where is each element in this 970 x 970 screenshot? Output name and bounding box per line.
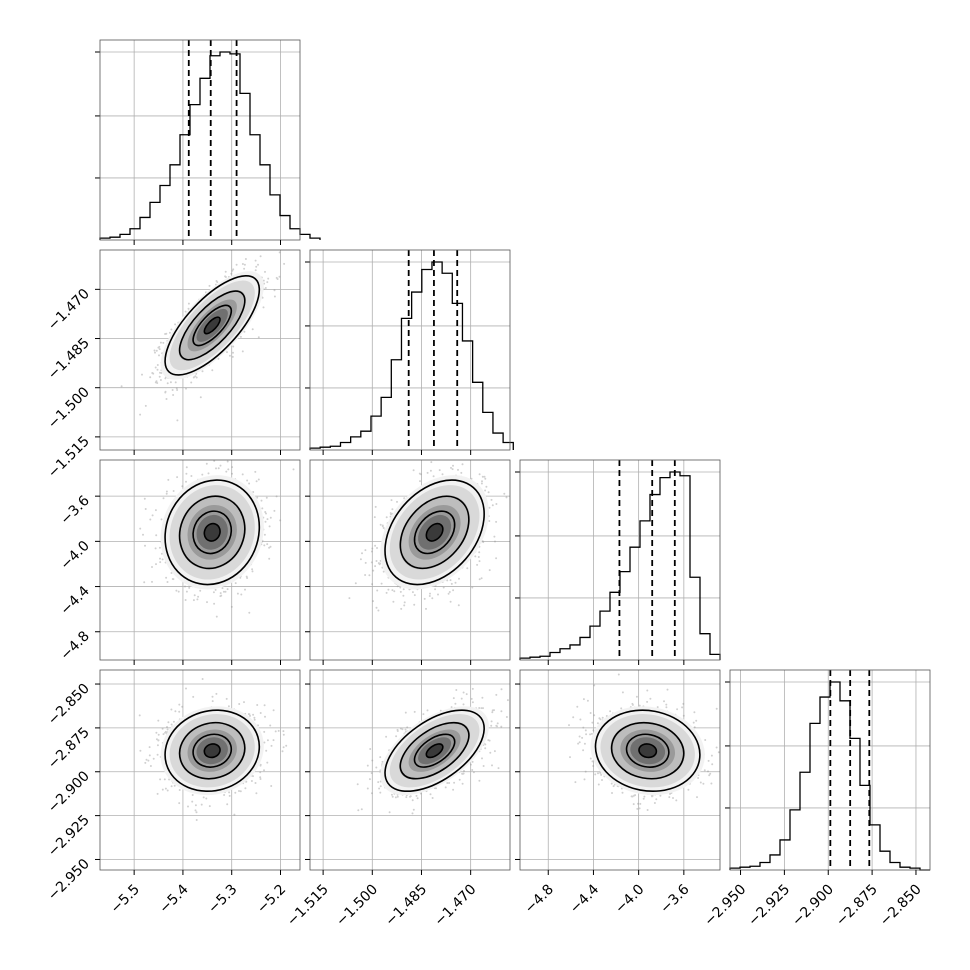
y-tick-label: −1.485 — [45, 335, 93, 383]
panel-frame — [519, 669, 721, 871]
contour-line — [164, 275, 261, 376]
y-tick-label: −2.900 — [45, 768, 93, 816]
scatter-content — [100, 250, 300, 450]
density-shade — [426, 523, 443, 542]
histogram-step — [309, 261, 514, 450]
density-shade — [204, 317, 221, 334]
y-tick-label: −2.925 — [45, 812, 93, 860]
x-tick-label: −1.470 — [432, 882, 480, 930]
scatter-panel-3-4 — [515, 669, 721, 871]
panel-frame — [309, 459, 511, 661]
contour-line — [425, 522, 444, 542]
x-tick-label: −5.5 — [108, 882, 143, 917]
x-tick-label: −1.515 — [284, 882, 332, 930]
contour-line — [384, 479, 485, 586]
contour-line — [610, 721, 685, 780]
scatter-panel-1-2: −1.515−1.500−1.485−1.470 — [45, 249, 301, 481]
contour-line — [192, 733, 233, 768]
panel-frame — [99, 669, 301, 871]
x-tick-label: −4.4 — [567, 881, 602, 916]
scatter-panel-1-3: −4.8 −4.4 −4.0 −3.6 — [57, 459, 301, 664]
scatter-content — [100, 460, 300, 660]
contour-line — [178, 495, 246, 570]
panel-frame — [99, 249, 301, 451]
contour-line — [178, 290, 246, 361]
y-tick-label: −4.8 — [57, 628, 92, 663]
contour-line — [192, 304, 233, 347]
x-tick-label: −4.0 — [612, 882, 647, 917]
hist-panel-bg — [100, 40, 300, 240]
y-tick-label: −1.515 — [45, 433, 93, 481]
contour-line — [164, 709, 261, 793]
y-tick-label: −2.875 — [45, 724, 93, 772]
scatter-panel-2-4 — [305, 669, 511, 871]
x-tick-label: −2.900 — [789, 882, 837, 930]
x-tick-label: −2.925 — [745, 882, 793, 930]
x-tick-label: −5.3 — [205, 882, 240, 917]
scatter-content — [310, 670, 510, 870]
scatter-content — [310, 460, 510, 660]
scatter-content — [520, 670, 720, 870]
histogram-step — [729, 681, 930, 871]
y-tick-label: −4.4 — [57, 583, 92, 618]
hist-panel-2 — [305, 249, 514, 451]
density-shade — [638, 743, 657, 758]
panel-frame — [99, 459, 301, 661]
contour-line — [399, 721, 470, 780]
contour-line — [413, 733, 456, 768]
contour-line — [203, 743, 221, 759]
contour-line — [164, 479, 261, 586]
density-shade — [426, 743, 443, 758]
contour-line — [625, 733, 670, 768]
y-tick-label: −2.850 — [45, 681, 93, 729]
x-tick-label: −1.485 — [382, 882, 430, 930]
density-shade — [204, 523, 221, 542]
panel-frame — [519, 459, 721, 661]
x-tick-label: −3.6 — [657, 881, 692, 916]
y-tick-label: −1.470 — [45, 286, 93, 334]
y-tick-label: −3.6 — [57, 493, 92, 528]
panel-frame — [729, 669, 931, 871]
y-tick-label: −1.500 — [45, 384, 93, 432]
x-tick-label: −4.8 — [522, 882, 557, 917]
x-tick-label: −5.4 — [156, 881, 191, 916]
contour-line — [192, 510, 233, 555]
contour-line — [178, 721, 246, 780]
histogram-step — [99, 51, 321, 240]
x-tick-label: −2.850 — [877, 882, 925, 930]
hist-panel-3 — [515, 459, 721, 661]
panel-frame — [99, 39, 301, 241]
x-tick-label: −2.950 — [701, 882, 749, 930]
density-shade — [204, 743, 221, 758]
contour-line — [203, 522, 221, 542]
contour-line — [384, 709, 485, 793]
y-tick-label: −4.0 — [57, 538, 92, 573]
x-tick-label: −1.500 — [333, 882, 381, 930]
y-tick-label: −2.950 — [45, 856, 93, 904]
scatter-panel-1-4: −2.950−2.925−2.900−2.875−2.850 — [45, 669, 301, 904]
contour-line — [594, 709, 701, 793]
contour-line — [399, 495, 470, 570]
contour-line — [203, 316, 221, 335]
contour-line — [425, 743, 444, 759]
x-tick-label: −5.2 — [254, 882, 289, 917]
scatter-panel-2-3 — [305, 459, 511, 661]
panel-frame — [309, 249, 511, 451]
contour-line — [638, 743, 658, 759]
hist-panel-4 — [725, 669, 931, 871]
hist-panel-bg — [310, 250, 510, 450]
hist-panel-1 — [95, 39, 321, 241]
scatter-content — [100, 670, 300, 870]
panel-frame — [309, 669, 511, 871]
contour-line — [413, 510, 456, 555]
x-tick-label: −2.875 — [833, 882, 881, 930]
